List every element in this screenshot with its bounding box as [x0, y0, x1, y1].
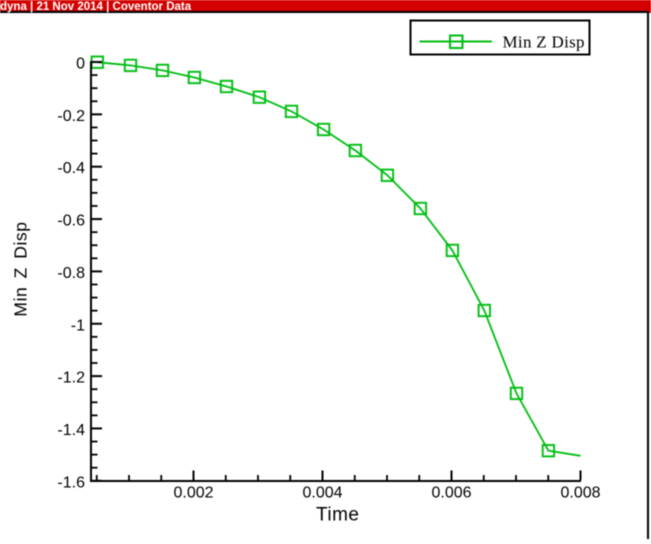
svg-text:-0.6: -0.6 — [57, 213, 85, 230]
svg-text:0.008: 0.008 — [560, 485, 600, 502]
svg-text:0.006: 0.006 — [431, 485, 471, 502]
svg-text:Time: Time — [316, 505, 360, 526]
svg-text:Min Z Disp: Min Z Disp — [11, 221, 31, 316]
svg-text:-0.8: -0.8 — [57, 265, 85, 282]
svg-text:-1.4: -1.4 — [57, 422, 85, 439]
svg-text:Min Z Disp: Min Z Disp — [503, 33, 585, 52]
svg-text:0: 0 — [76, 56, 85, 73]
svg-text:0.002: 0.002 — [173, 485, 213, 502]
svg-text:dyna | 21 Nov 2014 | Coventor: dyna | 21 Nov 2014 | Coventor Data — [0, 1, 192, 13]
svg-text:-0.2: -0.2 — [57, 108, 85, 125]
svg-text:0.004: 0.004 — [302, 485, 342, 502]
svg-text:-1.2: -1.2 — [57, 370, 85, 387]
svg-text:-1: -1 — [71, 317, 85, 334]
svg-text:-0.4: -0.4 — [57, 160, 85, 177]
svg-text:-1.6: -1.6 — [57, 474, 85, 491]
